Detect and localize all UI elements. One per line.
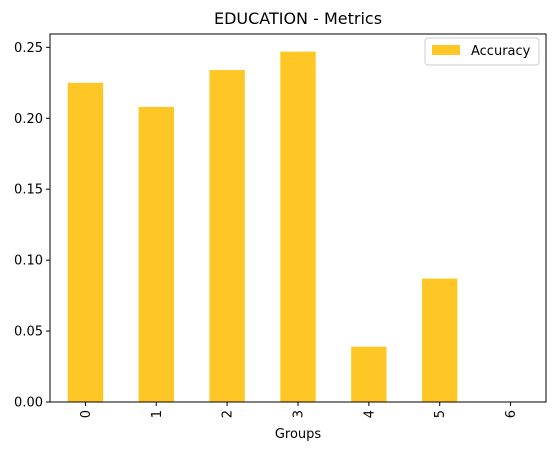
legend-swatch (432, 45, 460, 55)
y-tick-label: 0.00 (14, 396, 43, 411)
bar (67, 82, 104, 402)
legend: Accuracy (424, 37, 540, 66)
y-tick-label: 0.10 (14, 254, 43, 269)
x-tick-label: 4 (362, 410, 377, 418)
bar (351, 346, 387, 402)
x-tick-label: 5 (433, 410, 448, 418)
plot-area: 0.00 0.05 0.10 0.15 0.20 0.25 0 1 2 3 4 5 6 (14, 33, 547, 418)
bar (209, 70, 245, 402)
legend-box (424, 37, 540, 66)
y-tick-label: 0.25 (14, 41, 43, 56)
bar (422, 278, 458, 402)
bar (138, 106, 174, 403)
y-tick-label: 0.05 (14, 325, 43, 340)
x-tick-label: 2 (221, 410, 236, 418)
bar (280, 51, 316, 402)
x-tick-label: 3 (292, 410, 307, 418)
chart-title: EDUCATION - Metrics (214, 9, 382, 28)
x-tick-label: 0 (79, 410, 94, 418)
y-tick-label: 0.15 (14, 183, 43, 198)
x-tick-label: 6 (504, 410, 519, 418)
y-tick-label: 0.20 (14, 112, 43, 127)
x-axis-label: Groups (275, 427, 322, 442)
legend-label: Accuracy (471, 44, 531, 59)
x-tick-label: 1 (150, 410, 165, 418)
